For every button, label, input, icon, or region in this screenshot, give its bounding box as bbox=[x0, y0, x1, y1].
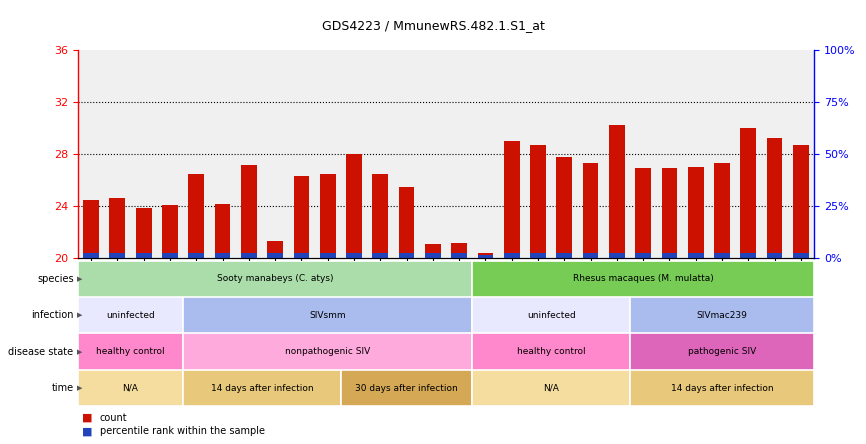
Bar bbox=[189, 253, 204, 258]
Text: ▶: ▶ bbox=[77, 312, 82, 318]
Bar bbox=[215, 253, 230, 258]
Bar bbox=[78, 297, 183, 333]
Bar bbox=[109, 253, 126, 258]
Bar bbox=[78, 333, 183, 370]
Bar bbox=[268, 253, 283, 258]
Text: healthy control: healthy control bbox=[517, 347, 585, 356]
Text: species: species bbox=[37, 274, 74, 284]
Bar bbox=[294, 176, 309, 258]
Bar bbox=[630, 333, 814, 370]
Bar bbox=[583, 163, 598, 258]
Bar bbox=[556, 157, 572, 258]
Bar bbox=[583, 253, 598, 258]
Text: infection: infection bbox=[31, 310, 74, 320]
Bar bbox=[714, 253, 730, 258]
Bar bbox=[341, 370, 472, 406]
Bar bbox=[78, 261, 472, 297]
Bar bbox=[451, 243, 467, 258]
Bar bbox=[636, 253, 651, 258]
Bar bbox=[793, 253, 809, 258]
Bar bbox=[162, 253, 178, 258]
Bar bbox=[346, 154, 362, 258]
Bar bbox=[183, 370, 341, 406]
Text: healthy control: healthy control bbox=[96, 347, 165, 356]
Text: time: time bbox=[51, 383, 74, 393]
Text: uninfected: uninfected bbox=[527, 311, 576, 320]
Bar bbox=[136, 253, 152, 258]
Text: ▶: ▶ bbox=[77, 349, 82, 355]
Text: ▶: ▶ bbox=[77, 385, 82, 391]
Bar bbox=[294, 253, 309, 258]
Bar bbox=[320, 174, 335, 258]
Bar bbox=[162, 205, 178, 258]
Bar bbox=[472, 261, 814, 297]
Bar bbox=[477, 253, 494, 258]
Text: N/A: N/A bbox=[543, 384, 559, 392]
Bar bbox=[636, 168, 651, 258]
Text: uninfected: uninfected bbox=[107, 311, 155, 320]
Text: disease state: disease state bbox=[9, 347, 74, 357]
Text: N/A: N/A bbox=[123, 384, 139, 392]
Bar bbox=[504, 253, 520, 258]
Bar bbox=[609, 253, 624, 258]
Bar bbox=[398, 186, 415, 258]
Text: SIVsmm: SIVsmm bbox=[309, 311, 346, 320]
Bar bbox=[372, 253, 388, 258]
Bar bbox=[477, 255, 494, 258]
Bar bbox=[320, 253, 335, 258]
Bar bbox=[504, 141, 520, 258]
Bar bbox=[609, 125, 624, 258]
Bar bbox=[268, 242, 283, 258]
Bar bbox=[530, 253, 546, 258]
Bar bbox=[372, 174, 388, 258]
Bar bbox=[189, 174, 204, 258]
Text: 14 days after infection: 14 days after infection bbox=[670, 384, 773, 392]
Bar bbox=[83, 253, 99, 258]
Bar bbox=[398, 253, 415, 258]
Text: GDS4223 / MmunewRS.482.1.S1_at: GDS4223 / MmunewRS.482.1.S1_at bbox=[321, 19, 545, 32]
Bar bbox=[630, 370, 814, 406]
Text: 14 days after infection: 14 days after infection bbox=[210, 384, 313, 392]
Text: ■: ■ bbox=[82, 426, 93, 436]
Bar bbox=[136, 207, 152, 258]
Bar bbox=[688, 167, 704, 258]
Text: percentile rank within the sample: percentile rank within the sample bbox=[100, 426, 265, 436]
Bar bbox=[215, 204, 230, 258]
Text: 30 days after infection: 30 days after infection bbox=[355, 384, 458, 392]
Bar bbox=[740, 128, 756, 258]
Bar bbox=[472, 333, 630, 370]
Bar bbox=[662, 168, 677, 258]
Bar bbox=[183, 297, 472, 333]
Text: ▶: ▶ bbox=[77, 276, 82, 282]
Bar bbox=[740, 253, 756, 258]
Bar bbox=[425, 253, 441, 258]
Bar bbox=[766, 139, 783, 258]
Text: SIVmac239: SIVmac239 bbox=[696, 311, 747, 320]
Bar bbox=[183, 333, 472, 370]
Bar bbox=[472, 370, 630, 406]
Bar bbox=[766, 253, 783, 258]
Text: Sooty manabeys (C. atys): Sooty manabeys (C. atys) bbox=[216, 274, 333, 283]
Text: Rhesus macaques (M. mulatta): Rhesus macaques (M. mulatta) bbox=[572, 274, 714, 283]
Bar bbox=[472, 297, 630, 333]
Bar bbox=[109, 198, 126, 258]
Bar bbox=[425, 244, 441, 258]
Bar bbox=[83, 200, 99, 258]
Bar bbox=[793, 145, 809, 258]
Text: ■: ■ bbox=[82, 413, 93, 423]
Bar bbox=[662, 253, 677, 258]
Text: nonpathogenic SIV: nonpathogenic SIV bbox=[285, 347, 371, 356]
Text: pathogenic SIV: pathogenic SIV bbox=[688, 347, 756, 356]
Bar bbox=[688, 253, 704, 258]
Bar bbox=[78, 370, 183, 406]
Bar bbox=[346, 253, 362, 258]
Bar bbox=[714, 163, 730, 258]
Bar bbox=[630, 297, 814, 333]
Bar bbox=[556, 253, 572, 258]
Bar bbox=[451, 253, 467, 258]
Bar bbox=[530, 145, 546, 258]
Bar bbox=[241, 253, 256, 258]
Bar bbox=[241, 165, 256, 258]
Text: count: count bbox=[100, 413, 127, 423]
